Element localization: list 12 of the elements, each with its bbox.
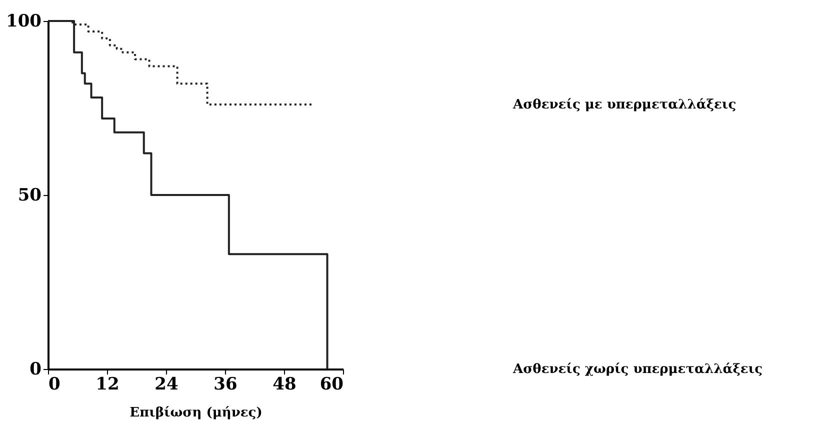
x-tick-label: 24 [154,374,178,394]
text: Ασθενείς χωρίς υπερμεταλλάξεις [512,362,763,377]
y-tick-label: 50 [18,186,42,206]
x-axis-title: Επιβίωση (μήνες) [130,406,262,420]
x-tick-label: 12 [96,374,120,394]
y-tick-label: 0 [30,360,42,380]
x-tick-label: 36 [214,374,238,394]
y-tick-label: 100 [6,12,42,32]
x-tick-label: 48 [272,374,296,394]
x-tick-label: 60 [320,374,344,394]
x-tick-label: 0 [48,374,60,394]
text: Ασθενείς με υπερμεταλλάξεις [512,98,736,113]
